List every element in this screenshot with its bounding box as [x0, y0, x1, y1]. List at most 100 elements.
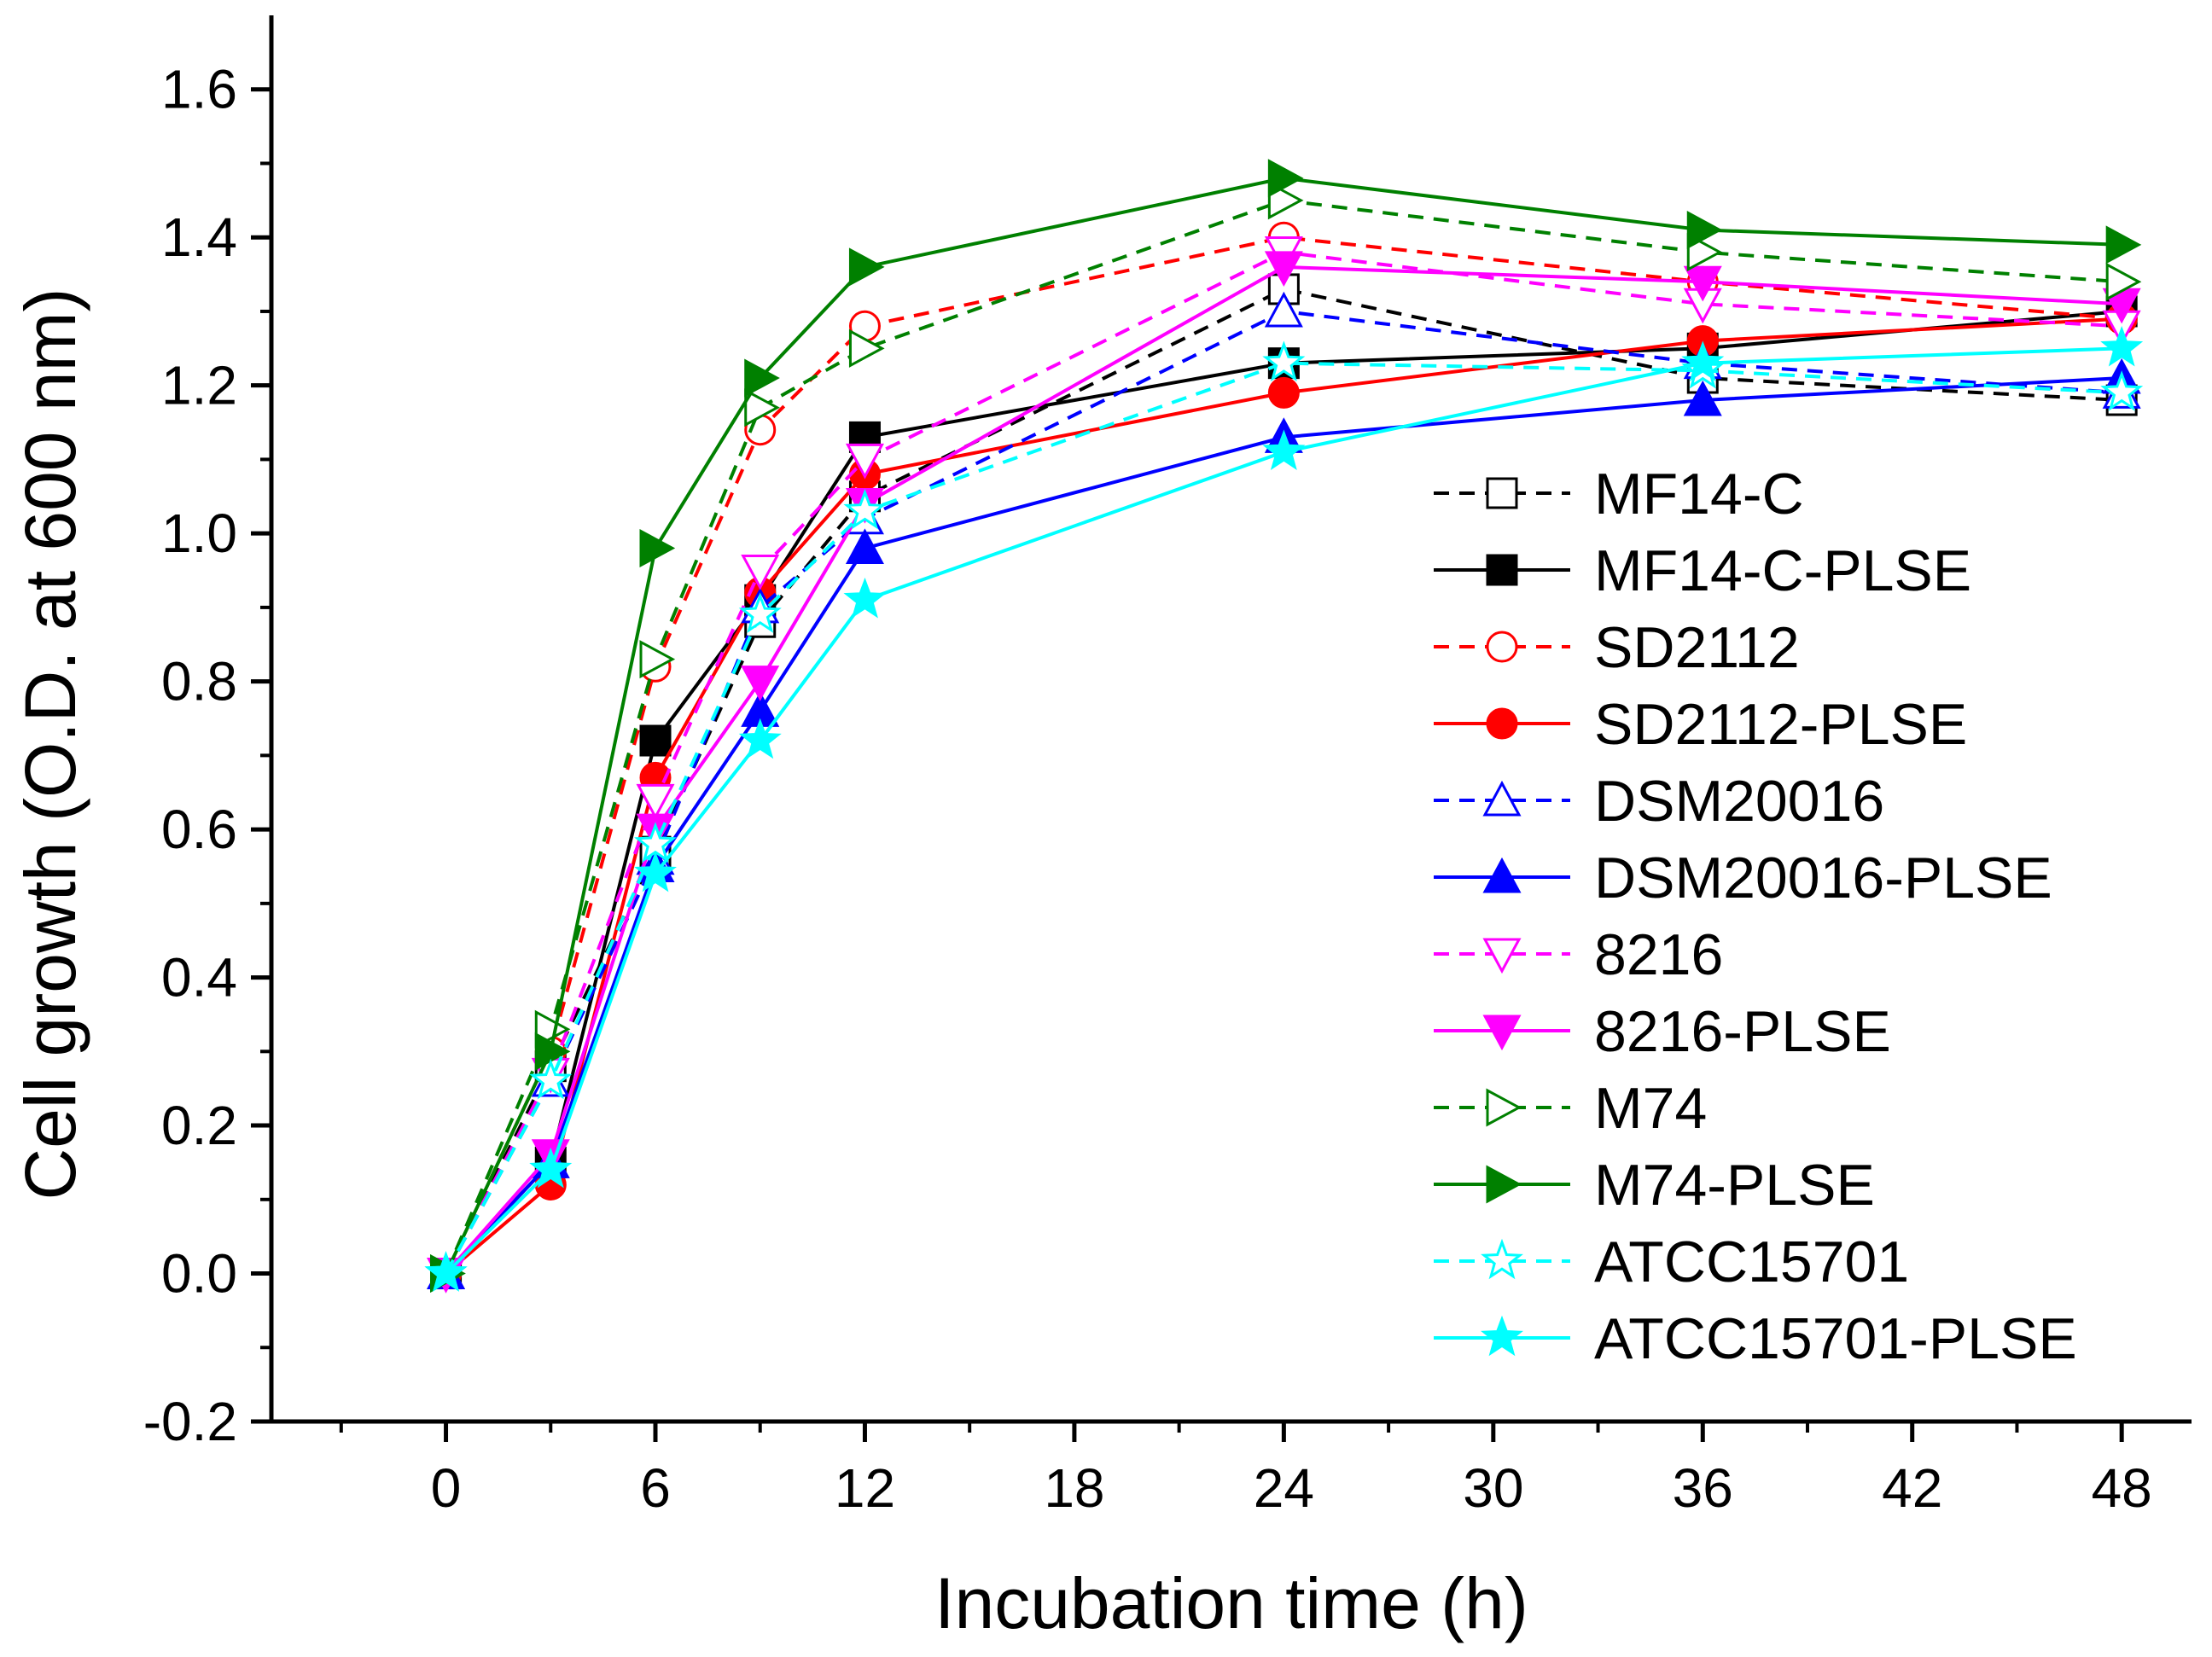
- data-point-m74-plse: [534, 1032, 571, 1071]
- legend-marker-m74-plse: [1486, 1165, 1522, 1204]
- data-point-8216-plse: [1683, 265, 1722, 302]
- legend-entry-m74-plse: M74-PLSE: [1434, 1153, 1875, 1218]
- data-point-atcc15701-plse: [1262, 429, 1306, 470]
- x-axis-title: Incubation time (h): [934, 1563, 1528, 1643]
- legend-entry-8216: 8216: [1434, 922, 1723, 987]
- data-point-sd2112-plse: [1267, 376, 1300, 409]
- x-tick-label: 0: [431, 1457, 462, 1519]
- data-point-atcc15701: [1262, 340, 1306, 381]
- data-point-atcc15701: [529, 1058, 573, 1100]
- data-point-atcc15701: [2100, 370, 2144, 411]
- series-line-8216-plse: [445, 265, 2122, 1275]
- legend-label-mf14-c-plse: MF14-C-PLSE: [1594, 538, 1971, 603]
- data-point-m74-plse: [744, 358, 780, 398]
- data-point-dsm20016-plse: [845, 528, 884, 565]
- y-tick-label: 0.8: [161, 651, 237, 712]
- series-line-m74: [444, 198, 2122, 1275]
- series-line-atcc15701: [444, 361, 2122, 1275]
- legend-entry-dsm20016-plse: DSM20016-PLSE: [1434, 846, 2052, 910]
- data-point-8216: [636, 783, 675, 820]
- legend-label-atcc15701: ATCC15701: [1594, 1230, 1909, 1294]
- legend-marker-mf14-c-plse: [1486, 554, 1518, 586]
- y-tick-label: -0.2: [143, 1391, 237, 1452]
- legend-marker-sd2112-plse: [1486, 707, 1518, 740]
- series-line-8216: [444, 250, 2122, 1275]
- x-tick-label: 36: [1673, 1457, 1733, 1519]
- series-line-atcc15701-plse: [445, 346, 2122, 1275]
- legend-entry-mf14-c: MF14-C: [1434, 462, 1804, 526]
- ticks: 0 6 12 18 24 30 36 42 48 -0.2 0.0 0.2 0.4 0.6 0.8 1.0 1.…: [143, 59, 2152, 1519]
- data-point-atcc15701: [738, 592, 782, 633]
- legend-entry-dsm20016: DSM20016: [1434, 769, 1884, 834]
- data-point-atcc15701-plse: [634, 851, 677, 892]
- legend: MF14-C MF14-C-PLSE SD2112 SD2112-PLSE DSM200…: [1434, 462, 2077, 1371]
- legend-entry-atcc15701: ATCC15701: [1434, 1230, 1909, 1294]
- series-line-mf14-c: [444, 287, 2122, 1275]
- legend-marker-m74: [1486, 1088, 1522, 1127]
- legend-label-8216-plse: 8216-PLSE: [1594, 999, 1891, 1064]
- data-point-atcc15701-plse: [2100, 326, 2144, 367]
- x-tick-label: 18: [1044, 1457, 1104, 1519]
- y-tick-label: 1.4: [161, 206, 237, 268]
- data-point-dsm20016-plse: [1683, 380, 1722, 416]
- legend-marker-8216: [1482, 938, 1522, 974]
- data-point-m74: [2105, 262, 2142, 301]
- legend-entry-m74: M74: [1434, 1076, 1707, 1141]
- axes: [269, 15, 2192, 1424]
- data-point-m74-plse: [1686, 211, 1723, 250]
- data-point-atcc15701-plse: [1681, 340, 1725, 381]
- data-point-m74-plse: [2105, 225, 2142, 265]
- x-tick-label: 24: [1254, 1457, 1314, 1519]
- data-point-m74: [848, 328, 885, 368]
- data-point-8216: [741, 555, 780, 590]
- x-tick-label: 30: [1463, 1457, 1523, 1519]
- series-layer: [424, 159, 2144, 1294]
- data-point-8216-plse: [1264, 251, 1303, 288]
- data-point-m74-plse: [639, 528, 676, 568]
- data-point-atcc15701-plse: [424, 1251, 468, 1292]
- y-tick-label: 0.0: [161, 1243, 237, 1305]
- series-atcc15701-plse: [424, 326, 2144, 1292]
- legend-label-dsm20016: DSM20016: [1594, 769, 1884, 834]
- legend-label-8216: 8216: [1594, 922, 1723, 987]
- y-tick-label: 1.6: [161, 59, 237, 120]
- data-point-8216: [845, 443, 884, 480]
- legend-entry-atcc15701-plse: ATCC15701-PLSE: [1434, 1306, 2077, 1371]
- legend-marker-8216-plse: [1482, 1015, 1522, 1051]
- legend-label-m74: M74: [1594, 1076, 1707, 1141]
- x-tick-label: 6: [640, 1457, 671, 1519]
- data-point-atcc15701-plse: [843, 577, 887, 619]
- legend-label-atcc15701-plse: ATCC15701-PLSE: [1594, 1306, 2077, 1371]
- data-point-dsm20016: [1264, 291, 1303, 328]
- series-m74-plse: [430, 159, 2142, 1294]
- y-tick-label: 1.0: [161, 503, 237, 564]
- legend-label-sd2112: SD2112: [1594, 615, 1800, 680]
- data-point-atcc15701: [843, 488, 887, 530]
- y-tick-label: 0.2: [161, 1095, 237, 1156]
- x-tick-label: 12: [835, 1457, 895, 1519]
- x-tick-label: 48: [2092, 1457, 2152, 1519]
- y-tick-label: 0.6: [161, 799, 237, 860]
- data-point-m74: [639, 640, 676, 679]
- legend-label-m74-plse: M74-PLSE: [1594, 1153, 1875, 1218]
- y-axis-title: Cell growth (O.D. at 600 nm): [10, 288, 90, 1200]
- y-tick-label: 1.2: [161, 355, 237, 416]
- legend-marker-atcc15701: [1481, 1238, 1523, 1280]
- legend-marker-mf14-c: [1486, 477, 1518, 509]
- legend-entry-mf14-c-plse: MF14-C-PLSE: [1434, 538, 1971, 603]
- legend-entry-8216-plse: 8216-PLSE: [1434, 999, 1891, 1064]
- legend-marker-dsm20016: [1482, 780, 1522, 817]
- legend-marker-atcc15701-plse: [1481, 1315, 1523, 1357]
- legend-label-mf14-c: MF14-C: [1594, 462, 1804, 526]
- data-point-atcc15701-plse: [738, 718, 782, 759]
- data-point-m74: [744, 388, 780, 427]
- legend-entry-sd2112-plse: SD2112-PLSE: [1434, 692, 1967, 757]
- data-point-atcc15701-plse: [529, 1147, 573, 1189]
- data-point-8216-plse: [741, 666, 780, 701]
- series-line-dsm20016-plse: [445, 376, 2122, 1275]
- data-point-mf14-c-plse: [639, 724, 672, 757]
- legend-label-sd2112-plse: SD2112-PLSE: [1594, 692, 1967, 757]
- data-point-m74-plse: [848, 247, 885, 287]
- legend-label-dsm20016-plse: DSM20016-PLSE: [1594, 846, 2052, 910]
